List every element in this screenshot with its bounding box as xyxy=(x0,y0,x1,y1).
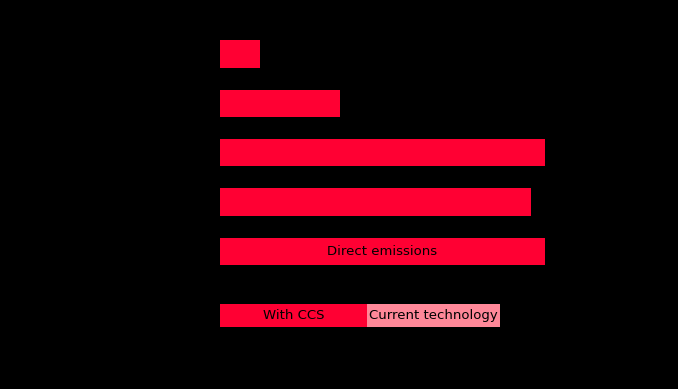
Bar xyxy=(367,305,500,327)
Bar xyxy=(220,139,544,166)
Text: Direct emissions: Direct emissions xyxy=(327,245,437,258)
Text: With CCS: With CCS xyxy=(263,309,324,322)
Bar xyxy=(220,90,340,117)
Bar xyxy=(220,40,260,68)
Bar xyxy=(220,238,544,265)
Bar xyxy=(220,305,367,327)
Text: Current technology: Current technology xyxy=(369,309,498,322)
Bar xyxy=(220,189,532,216)
